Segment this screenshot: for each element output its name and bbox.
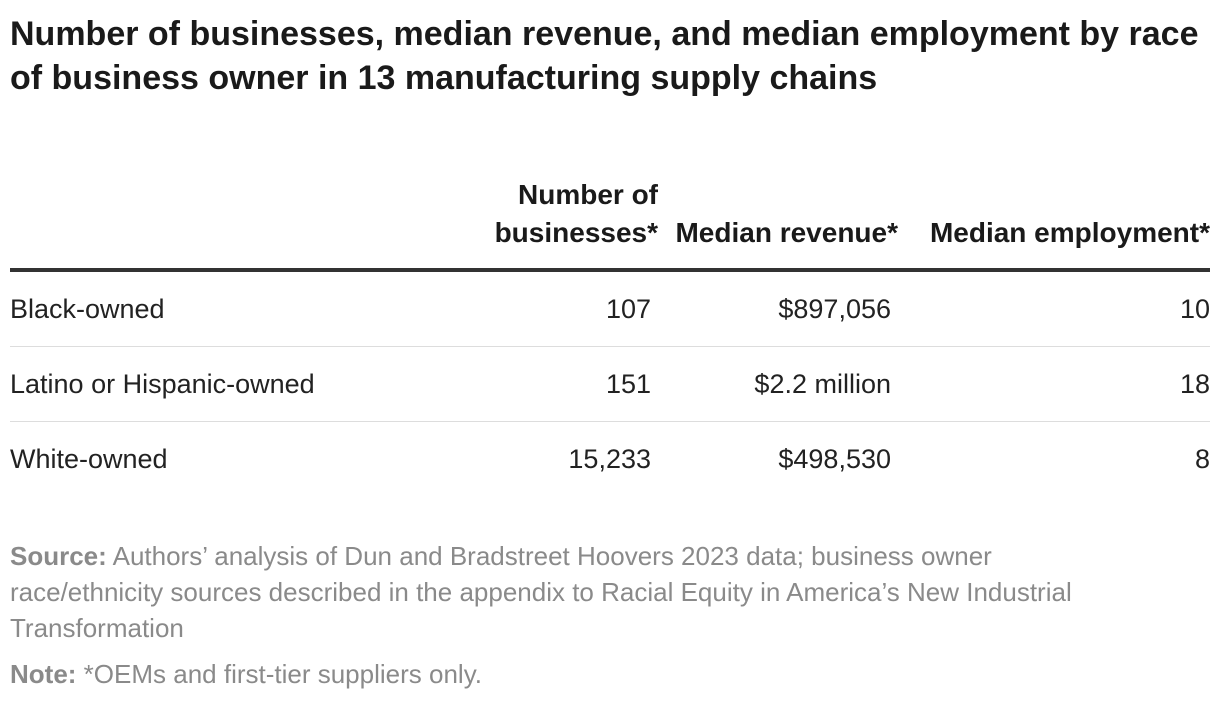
- footnotes: Source: Authors’ analysis of Dun and Bra…: [10, 538, 1130, 692]
- header-median-revenue: Median revenue*: [660, 176, 900, 272]
- cell-number-of-businesses: 15,233: [568, 443, 651, 474]
- table-row: White-owned 15,233 $498,530 8: [10, 422, 1210, 497]
- cell-median-employment: 18: [900, 346, 1210, 422]
- source-label: Source:: [10, 541, 107, 571]
- chart-title: Number of businesses, median revenue, an…: [10, 15, 1199, 97]
- table-row: Black-owned 107 $897,056 10: [10, 270, 1210, 347]
- cell-median-revenue: $897,056: [660, 270, 900, 347]
- cell-median-employment: 8: [1194, 443, 1210, 474]
- header-row: Number of businesses* Median revenue* Me…: [10, 176, 1210, 272]
- cell-median-revenue: $498,530: [778, 443, 891, 474]
- header-number-of-businesses: Number of businesses*: [470, 176, 660, 272]
- cell-median-employment: 10: [900, 270, 1210, 347]
- note-label: Note:: [10, 659, 77, 689]
- source-line: Source: Authors’ analysis of Dun and Bra…: [10, 538, 1130, 646]
- cell-number-of-businesses: 151: [470, 346, 660, 422]
- header-median-employment: Median employment*: [900, 176, 1210, 272]
- header-label: [10, 176, 470, 272]
- cell-median-revenue: $2.2 million: [660, 346, 900, 422]
- data-table: Number of businesses* Median revenue* Me…: [10, 176, 1210, 496]
- row-label: White-owned: [10, 443, 168, 474]
- table-row: Latino or Hispanic-owned 151 $2.2 millio…: [10, 346, 1210, 422]
- row-label: Black-owned: [10, 270, 470, 347]
- note-line: Note: *OEMs and first-tier suppliers onl…: [10, 656, 1130, 692]
- cell-number-of-businesses: 107: [470, 270, 660, 347]
- row-label: Latino or Hispanic-owned: [10, 346, 470, 422]
- source-text: Authors’ analysis of Dun and Bradstreet …: [10, 541, 1072, 643]
- note-text: *OEMs and first-tier suppliers only.: [83, 659, 482, 689]
